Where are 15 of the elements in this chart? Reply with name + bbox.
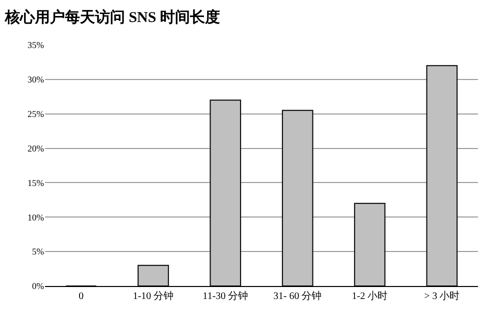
x-tick-label: 1-2 小时 [352,290,388,302]
y-tick-label: 20% [28,143,44,154]
y-tick-label: 5% [32,246,44,257]
y-tick-label: 0% [32,281,44,292]
x-tick-label: 0 [78,291,84,302]
x-tick-label: 11-30 分钟 [202,290,248,302]
y-tick-label: 15% [28,178,44,188]
y-tick-label: 25% [28,109,44,120]
x-tick-label: 31- 60 分钟 [273,290,322,302]
chart-title: 核心用户每天访问 SNS 时间长度 [4,8,220,26]
x-tick-label: 1-10 分钟 [132,290,174,302]
y-tick-label: 10% [28,212,44,222]
x-tick-label: > 3 小时 [424,290,460,302]
y-tick-label: 35% [28,40,44,50]
y-tick-label: 30% [28,74,44,85]
